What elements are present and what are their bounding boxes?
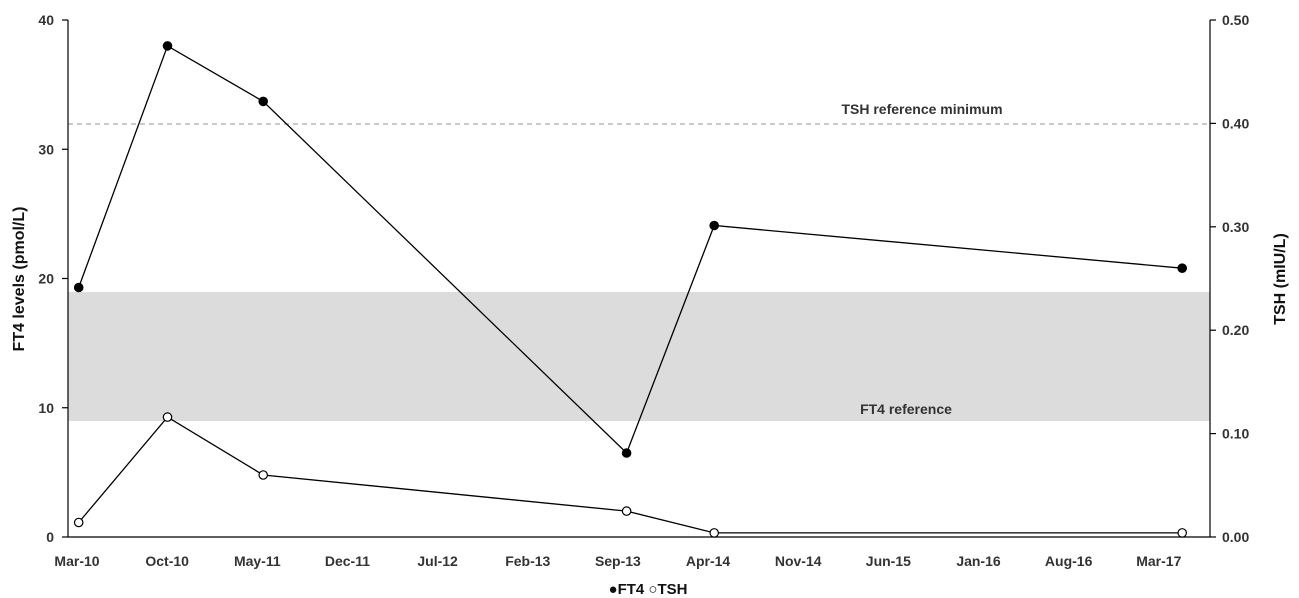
right-y-tick-label: 0.50 — [1222, 12, 1249, 28]
x-tick-label: Dec-11 — [325, 553, 370, 569]
x-tick-label: Feb-13 — [505, 553, 550, 569]
ft4-reference-label: FT4 reference — [860, 401, 952, 417]
ft4-point — [621, 448, 632, 458]
left-y-ticks: 0 10 20 30 40 — [38, 12, 68, 545]
tsh-point — [621, 506, 632, 516]
x-ticks: Mar-10 Oct-10 May-11 Dec-11 Jul-12 Feb-13 Sep-… — [54, 553, 1181, 569]
right-y-tick-label: 0.30 — [1222, 219, 1249, 235]
x-tick-label: Mar-10 — [54, 553, 99, 569]
left-y-tick-label: 10 — [38, 400, 54, 416]
tsh-point — [1177, 528, 1187, 538]
left-y-tick-label: 30 — [38, 141, 54, 157]
x-tick-label: Sep-13 — [595, 553, 641, 569]
ft4-series-line — [78, 44, 1183, 455]
legend: ●FT4 ○TSH — [609, 581, 688, 598]
x-tick-label: Apr-14 — [686, 553, 731, 569]
ft4-point — [162, 41, 173, 51]
tsh-point — [73, 517, 84, 528]
left-y-tick-label: 0 — [46, 529, 54, 545]
right-y-tick-label: 0.00 — [1222, 529, 1249, 545]
x-tick-label: Nov-14 — [775, 553, 822, 569]
left-y-axis-title: FT4 levels (pmol/L) — [11, 207, 28, 352]
x-tick-label: Mar-17 — [1136, 553, 1181, 569]
right-y-axis-title: TSH (mIU/L) — [1272, 233, 1289, 325]
left-y-tick-label: 40 — [38, 12, 54, 28]
axes — [67, 20, 1211, 538]
ft4-point — [1177, 263, 1187, 273]
x-tick-label: Aug-16 — [1045, 553, 1093, 569]
x-tick-label: Oct-10 — [145, 553, 189, 569]
ft4-point — [73, 282, 84, 293]
x-tick-label: Jan-16 — [956, 553, 1001, 569]
ft4-point — [709, 220, 719, 231]
ft4-reference-band — [68, 292, 1210, 421]
left-y-tick-label: 20 — [38, 271, 54, 287]
right-y-tick-label: 0.20 — [1222, 322, 1249, 338]
x-tick-label: Jun-15 — [866, 553, 911, 569]
tsh-point — [709, 528, 719, 538]
tsh-reference-label: TSH reference minimum — [841, 101, 1002, 117]
ft4-point — [258, 96, 268, 107]
tsh-point — [258, 470, 268, 480]
x-tick-label: May-11 — [234, 553, 281, 569]
tsh-point — [162, 412, 173, 422]
right-y-tick-label: 0.10 — [1222, 426, 1249, 442]
tsh-series-line — [78, 416, 1183, 534]
x-tick-label: Jul-12 — [417, 553, 458, 569]
series-layer — [73, 41, 1187, 538]
right-y-tick-label: 0.40 — [1222, 115, 1249, 131]
right-y-ticks: 0.00 0.10 0.20 0.30 0.40 0.50 — [1210, 12, 1249, 545]
